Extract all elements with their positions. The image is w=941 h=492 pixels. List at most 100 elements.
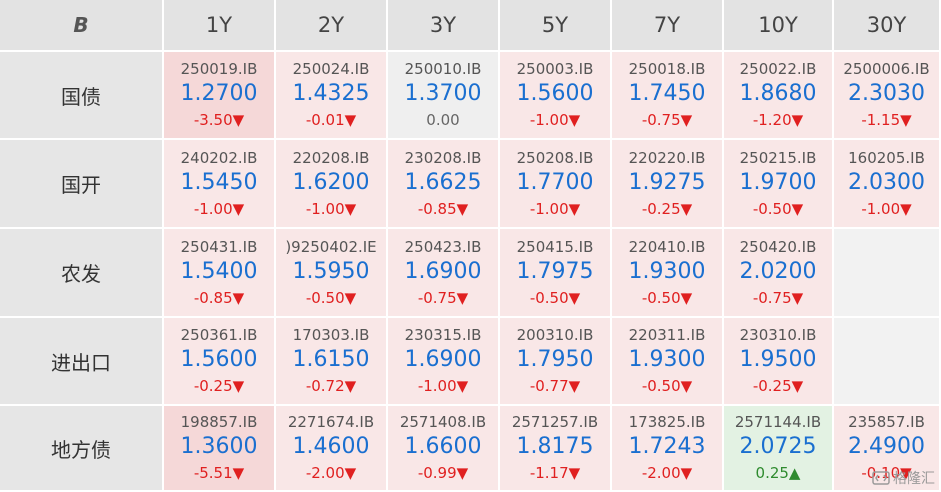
bond-yield: 1.5950 [292, 258, 370, 284]
bond-yield: 1.6200 [292, 169, 370, 195]
bond-cell[interactable]: 250431.IB 1.5400 -0.85▼ [164, 229, 274, 316]
bond-cell[interactable]: 250010.IB 1.3700 0.00 [388, 52, 498, 138]
bond-cell[interactable]: 2500006.IB 2.3030 -1.15▼ [834, 52, 939, 138]
bond-code: 173825.IB [628, 413, 706, 431]
bond-change: -0.01▼ [305, 111, 357, 129]
corner-logo: B [0, 0, 162, 50]
bond-change: -0.25▼ [193, 377, 245, 395]
watermark: 格隆汇 [872, 468, 935, 488]
bond-code: 250018.IB [628, 60, 706, 78]
bond-code: 250415.IB [516, 237, 594, 256]
bond-cell [834, 318, 939, 404]
bond-code: 250022.IB [739, 60, 817, 78]
bond-yield: 1.3700 [404, 81, 482, 106]
bond-cell[interactable]: 250018.IB 1.7450 -0.75▼ [612, 52, 722, 138]
bond-change: -1.20▼ [752, 111, 804, 129]
row-header: 进出口 [0, 318, 162, 404]
bond-code: 240202.IB [180, 148, 258, 167]
bond-cell[interactable]: 250003.IB 1.5600 -1.00▼ [500, 52, 610, 138]
bond-cell[interactable]: 198857.IB 1.3600 -5.51▼ [164, 406, 274, 490]
bond-code: 2571144.IB [734, 413, 822, 431]
bond-change: -0.85▼ [417, 199, 469, 218]
bond-cell[interactable]: 250361.IB 1.5600 -0.25▼ [164, 318, 274, 404]
bond-yield: 2.0300 [848, 169, 925, 195]
bond-cell[interactable]: 160205.IB 2.0300 -1.00▼ [834, 140, 939, 227]
bond-change: -0.75▼ [417, 288, 469, 307]
bond-code: 2500006.IB [843, 60, 930, 78]
bond-yield: 1.7700 [516, 169, 594, 195]
bond-change: -0.25▼ [752, 377, 804, 395]
column-header: 10Y [724, 0, 832, 50]
bond-code: 220220.IB [628, 148, 706, 167]
bond-cell[interactable]: 2271674.IB 1.4600 -2.00▼ [276, 406, 386, 490]
column-header: 30Y [834, 0, 939, 50]
bond-yield: 1.7450 [628, 81, 706, 106]
bond-change: 0.00 [426, 111, 460, 129]
bond-code: 250431.IB [180, 237, 258, 256]
bond-yield: 1.7950 [516, 347, 594, 372]
bond-cell[interactable]: 250423.IB 1.6900 -0.75▼ [388, 229, 498, 316]
bond-yield: 1.6900 [404, 258, 482, 284]
column-header: 3Y [388, 0, 498, 50]
bond-cell[interactable]: 220220.IB 1.9275 -0.25▼ [612, 140, 722, 227]
bond-code: 235857.IB [848, 413, 925, 431]
bond-change: -0.50▼ [641, 377, 693, 395]
bond-code: 230315.IB [404, 326, 482, 344]
row-header: 国开 [0, 140, 162, 227]
bond-cell[interactable]: 173825.IB 1.7243 -2.00▼ [612, 406, 722, 490]
row-header: 农发 [0, 229, 162, 316]
bond-yield: 1.9700 [739, 169, 817, 195]
bond-code: 250024.IB [292, 60, 370, 78]
bond-yield: 2.0725 [739, 434, 817, 459]
bond-code: 250423.IB [404, 237, 482, 256]
row-header: 国债 [0, 52, 162, 138]
bond-cell[interactable]: 250024.IB 1.4325 -0.01▼ [276, 52, 386, 138]
bond-yield: 1.6900 [404, 347, 482, 372]
bond-cell[interactable]: 250420.IB 2.0200 -0.75▼ [724, 229, 832, 316]
bond-code: 198857.IB [180, 413, 258, 431]
bond-code: 220311.IB [628, 326, 706, 344]
bond-cell[interactable]: 220311.IB 1.9300 -0.50▼ [612, 318, 722, 404]
bond-change: -0.50▼ [641, 288, 693, 307]
bond-cell[interactable]: 240202.IB 1.5450 -1.00▼ [164, 140, 274, 227]
bond-yield: 1.4600 [292, 434, 370, 459]
bond-change: -1.00▼ [417, 377, 469, 395]
bond-cell[interactable]: 2571144.IB 2.0725 0.25▲ [724, 406, 832, 490]
bond-change: -0.85▼ [193, 288, 245, 307]
bond-change: 0.25▲ [755, 464, 801, 482]
bond-cell[interactable]: 250415.IB 1.7975 -0.50▼ [500, 229, 610, 316]
bond-yield: 2.0200 [739, 258, 817, 284]
bond-code: 160205.IB [848, 148, 925, 167]
bond-code: 250010.IB [404, 60, 482, 78]
bond-change: -1.15▼ [861, 111, 912, 129]
bond-cell[interactable]: 220410.IB 1.9300 -0.50▼ [612, 229, 722, 316]
bond-cell[interactable]: 2571408.IB 1.6600 -0.99▼ [388, 406, 498, 490]
bond-cell[interactable]: 250022.IB 1.8680 -1.20▼ [724, 52, 832, 138]
bond-code: 250215.IB [739, 148, 817, 167]
bond-cell[interactable]: 250019.IB 1.2700 -3.50▼ [164, 52, 274, 138]
bond-cell[interactable]: 230208.IB 1.6625 -0.85▼ [388, 140, 498, 227]
bond-code: 220410.IB [628, 237, 706, 256]
bond-change: -0.75▼ [752, 288, 804, 307]
bond-code: 170303.IB [292, 326, 370, 344]
bond-change: -3.50▼ [193, 111, 245, 129]
bond-change: -0.50▼ [305, 288, 357, 307]
column-header: 5Y [500, 0, 610, 50]
bond-cell[interactable]: 250208.IB 1.7700 -1.00▼ [500, 140, 610, 227]
bond-cell[interactable]: 250215.IB 1.9700 -0.50▼ [724, 140, 832, 227]
bond-change: -1.00▼ [529, 111, 581, 129]
bond-cell[interactable]: 2571257.IB 1.8175 -1.17▼ [500, 406, 610, 490]
bond-cell[interactable]: 230310.IB 1.9500 -0.25▼ [724, 318, 832, 404]
bond-cell[interactable]: )9250402.IE 1.5950 -0.50▼ [276, 229, 386, 316]
bond-cell[interactable]: 220208.IB 1.6200 -1.00▼ [276, 140, 386, 227]
bond-yield: 1.5600 [516, 81, 594, 106]
gelonghui-logo-icon [872, 471, 890, 485]
bond-cell[interactable]: 170303.IB 1.6150 -0.72▼ [276, 318, 386, 404]
bond-cell[interactable]: 235857.IB 2.4900 -0.10▼ [834, 406, 939, 490]
bond-code: 250420.IB [739, 237, 817, 256]
bond-change: -0.72▼ [305, 377, 357, 395]
bond-cell[interactable]: 200310.IB 1.7950 -0.77▼ [500, 318, 610, 404]
bond-cell[interactable]: 230315.IB 1.6900 -1.00▼ [388, 318, 498, 404]
bond-code: 250003.IB [516, 60, 594, 78]
